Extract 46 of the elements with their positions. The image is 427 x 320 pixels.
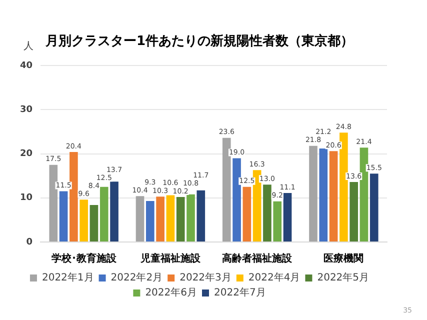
bar	[186, 194, 195, 242]
bar	[232, 158, 241, 242]
bar	[156, 196, 164, 242]
bar	[166, 195, 175, 242]
bar	[196, 190, 206, 242]
bar	[273, 201, 282, 242]
bar	[370, 174, 378, 242]
bar	[242, 186, 252, 242]
legend-label: 2022年4月	[248, 272, 300, 284]
bar	[49, 164, 58, 242]
y-tick-label: 20	[20, 149, 33, 160]
y-tick-label: 10	[20, 193, 33, 204]
x-tick-label: 学校･教育施設	[51, 252, 118, 265]
bar	[136, 196, 144, 242]
bar	[350, 182, 358, 242]
bar	[360, 148, 368, 242]
bar	[176, 197, 185, 242]
bar	[59, 191, 68, 242]
bar	[80, 200, 88, 242]
y-tick-label: 40	[20, 60, 33, 71]
bar	[340, 132, 348, 242]
x-tick-label: 医療機関	[324, 252, 364, 265]
bar	[90, 204, 98, 242]
bar	[329, 151, 338, 242]
bar	[283, 193, 292, 242]
y-tick-label: 30	[20, 105, 33, 116]
bar	[319, 148, 328, 242]
y-tick-label: 0	[26, 237, 33, 248]
bar	[309, 146, 318, 242]
bar	[100, 186, 108, 242]
x-tick-label: 児童福祉施設	[139, 252, 202, 265]
legend-label: 2022年6月	[145, 286, 197, 299]
legend-label: 2022年7月	[214, 286, 266, 299]
y-axis-title: 人	[24, 41, 34, 52]
bar	[110, 182, 118, 242]
legend-label: 2022年3月	[180, 272, 232, 284]
chart-title: 月別クラスター1件あたりの新規陽性者数（東京都）	[44, 33, 354, 50]
x-tick-label: 高齢者福祉施設	[222, 252, 294, 265]
bar	[70, 152, 78, 242]
bar	[252, 170, 262, 242]
bar	[263, 184, 272, 242]
bar	[146, 200, 154, 242]
bar	[222, 138, 231, 242]
legend-label: 2022年5月	[317, 272, 370, 284]
legend-label: 2022年2月	[110, 272, 163, 284]
legend-label: 2022年1月	[42, 272, 94, 284]
